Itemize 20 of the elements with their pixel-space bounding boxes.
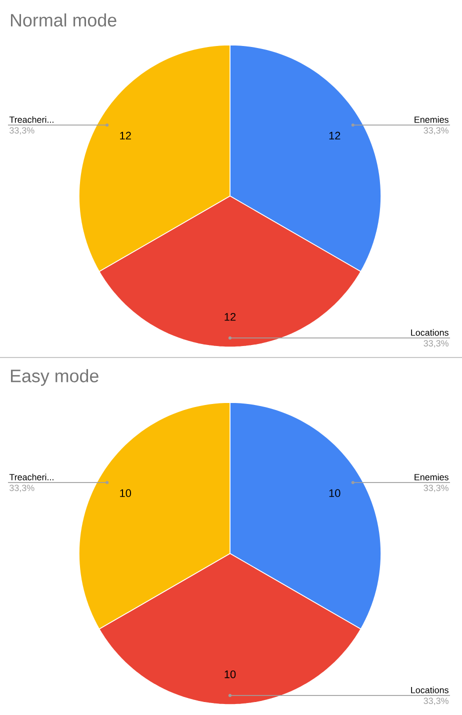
slice-label: Locations <box>411 686 448 694</box>
chart-title: Easy mode <box>10 369 98 386</box>
data-label: 10 <box>120 489 132 497</box>
slice-label: Treacheri... <box>9 474 54 480</box>
text: 33,3% <box>424 484 448 492</box>
data-label: 12 <box>329 132 340 140</box>
text: 33,3% <box>424 127 448 135</box>
data-label: 10 <box>329 489 340 497</box>
data-label: 12 <box>224 312 236 321</box>
text: 33,3% <box>10 484 34 492</box>
slice-label: Enemies <box>414 474 448 480</box>
slice-label: Locations <box>411 329 448 336</box>
text: 33,3% <box>424 340 448 348</box>
slice-label: Enemies <box>414 116 448 123</box>
data-label: 10 <box>224 670 236 678</box>
slice-label: Treacheri... <box>9 116 54 123</box>
text: 33,3% <box>10 127 34 135</box>
chart-title: Normal mode <box>10 13 116 27</box>
text: 33,3% <box>424 698 448 706</box>
data-label: 12 <box>120 132 131 140</box>
